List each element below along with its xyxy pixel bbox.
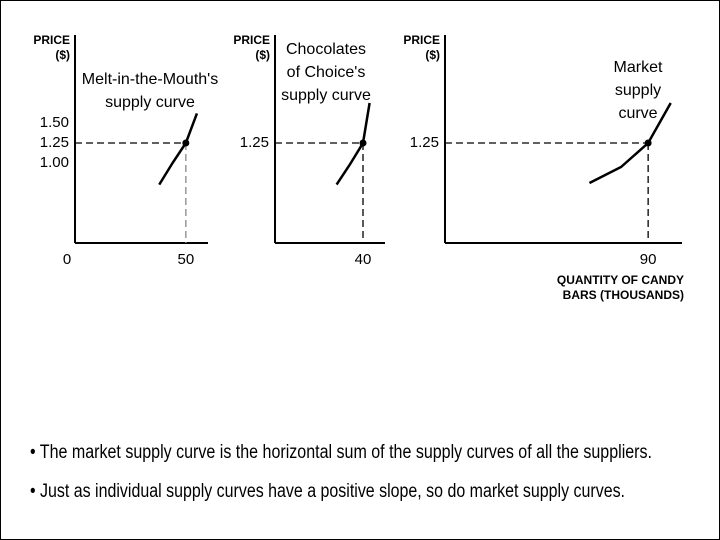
y-tick-label: 1.25 [240,134,269,151]
supply-curve [158,112,199,186]
y-tick-label: 1.25 [40,134,69,151]
y-axis-label: PRICE [233,33,270,47]
x-tick-label: 50 [177,251,194,268]
equilibrium-point [359,139,367,147]
curve-label: Chocolates [286,41,366,58]
curve-label: supply curve [281,87,371,104]
bullet: • Just as individual supply curves have … [30,481,625,502]
x-tick-label: 40 [355,251,372,268]
curve-label: curve [618,105,657,122]
y-tick-label: 1.00 [40,154,69,171]
equilibrium-point [644,139,652,147]
x-tick-label: 90 [640,251,657,268]
y-axis-label: ($) [255,48,270,62]
x-tick-label: 0 [63,251,71,268]
y-axis-label: PRICE [33,33,70,47]
supply-curve [588,102,672,185]
curve-label: Melt-in-the-Mouth's [82,71,218,88]
y-axis-label: PRICE [403,33,440,47]
y-tick-label: 1.25 [410,134,439,151]
curve-label: supply curve [105,94,195,111]
x-axis-label: QUANTITY OF CANDY [557,273,684,287]
supply-curve [335,102,371,186]
y-axis-label: ($) [425,48,440,62]
equilibrium-point [182,139,190,147]
curve-label: of Choice's [287,64,366,81]
bullet: • The market supply curve is the horizon… [30,442,652,463]
x-axis-label: BARS (THOUSANDS) [563,288,684,302]
curve-label: supply [615,82,661,99]
curve-label: Market [614,59,663,76]
y-axis-label: ($) [55,48,70,62]
y-tick-label: 1.50 [40,114,69,131]
